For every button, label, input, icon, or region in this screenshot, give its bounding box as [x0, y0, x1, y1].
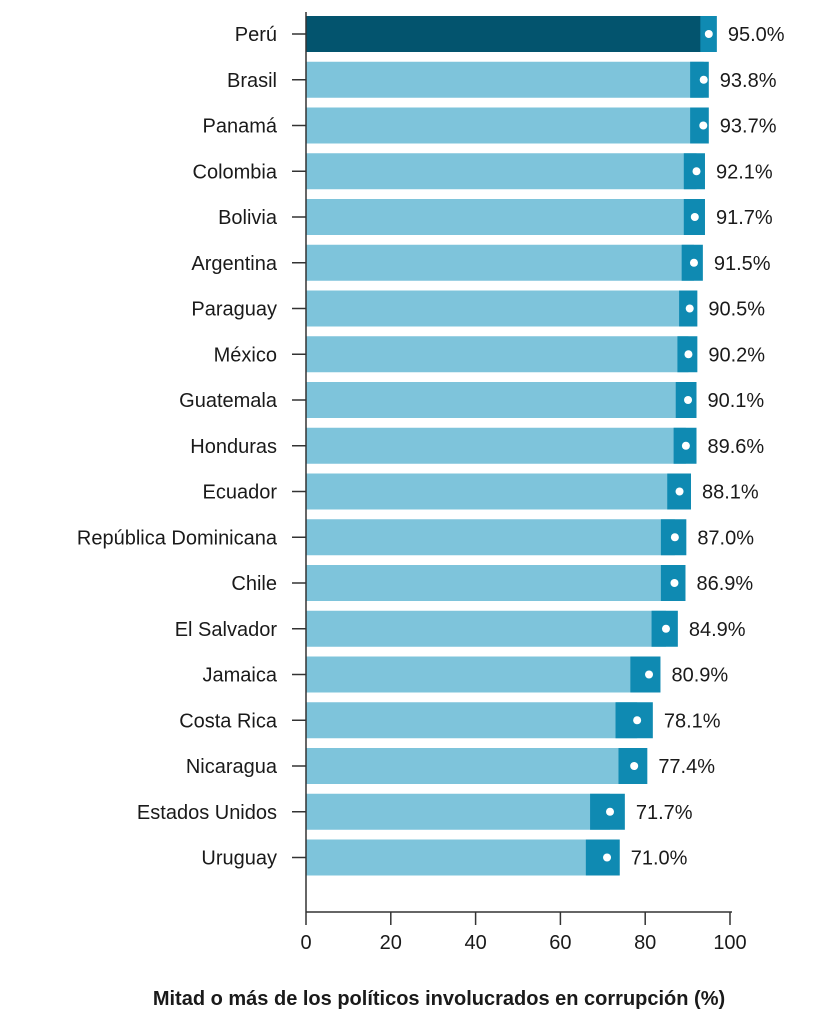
- y-tick-label: Estados Unidos: [137, 802, 277, 824]
- x-tick-label: 0: [300, 932, 311, 954]
- point-estimate-dot: [704, 30, 713, 38]
- bar: [306, 199, 695, 235]
- bar: [306, 153, 697, 190]
- bar: [306, 16, 709, 52]
- bar: [306, 610, 666, 647]
- y-tick-label: Uruguay: [201, 848, 277, 870]
- y-tick-label: Argentina: [191, 253, 277, 275]
- x-tick-label: 60: [549, 932, 571, 954]
- data-label: 92.1%: [716, 161, 773, 183]
- bar: [306, 336, 689, 373]
- bars-group: [306, 16, 717, 876]
- bar: [306, 382, 689, 418]
- point-estimate-dot: [670, 533, 679, 542]
- x-tick-label: 80: [634, 932, 656, 954]
- bar: [306, 839, 608, 876]
- data-label: 84.9%: [689, 619, 746, 641]
- x-tick-label: 40: [464, 932, 486, 954]
- data-label: 93.7%: [720, 116, 777, 138]
- data-label: 95.0%: [728, 24, 785, 46]
- bar: [306, 519, 675, 556]
- point-estimate-dot: [633, 716, 642, 725]
- point-estimate-dot: [606, 807, 615, 816]
- point-estimate-dot: [645, 670, 654, 679]
- point-estimate-dot: [699, 121, 708, 130]
- data-label: 88.1%: [702, 482, 759, 504]
- point-estimate-dot: [684, 350, 693, 359]
- y-tick-label: Costa Rica: [179, 710, 278, 732]
- bar: [306, 473, 680, 510]
- data-label: 90.2%: [708, 344, 765, 366]
- data-label: 78.1%: [664, 710, 721, 732]
- data-label: 77.4%: [658, 756, 715, 778]
- y-tick-label: El Salvador: [175, 619, 278, 641]
- x-tick-label: 100: [713, 932, 746, 954]
- bar: [306, 290, 690, 327]
- point-estimate-dot: [681, 441, 690, 450]
- data-label: 87.0%: [697, 527, 754, 549]
- data-label: 93.8%: [720, 70, 777, 92]
- bar: [306, 656, 650, 693]
- y-tick-label: Nicaragua: [186, 756, 278, 778]
- ci-box: [585, 839, 620, 876]
- bar: [306, 748, 635, 784]
- x-axis-title: Mitad o más de los políticos involucrado…: [153, 988, 725, 1010]
- bar: [306, 702, 638, 739]
- y-tick-label: México: [214, 344, 277, 366]
- data-label: 89.6%: [708, 436, 765, 458]
- data-label: 90.5%: [708, 299, 765, 321]
- data-label: 80.9%: [671, 665, 728, 687]
- point-estimate-dot: [685, 304, 694, 313]
- y-tick-label: Ecuador: [203, 482, 278, 504]
- labels-group: Perú 95.0% Brasil 93.8% Panamá 93.7% Colombia 9…: [77, 24, 785, 870]
- ci-box: [690, 61, 709, 98]
- bar: [306, 244, 694, 281]
- point-estimate-dot: [699, 75, 708, 84]
- bar: [306, 107, 704, 144]
- y-tick-label: Chile: [231, 573, 277, 595]
- y-tick-label: Jamaica: [203, 665, 278, 687]
- data-label: 71.0%: [631, 848, 688, 870]
- y-tick-label: Guatemala: [179, 390, 278, 412]
- bar: [306, 427, 686, 464]
- y-tick-label: Paraguay: [191, 299, 277, 321]
- bar: [306, 793, 611, 830]
- point-estimate-dot: [675, 487, 684, 496]
- y-tick-label: Colombia: [193, 161, 278, 183]
- point-estimate-dot: [692, 167, 701, 176]
- point-estimate-dot: [684, 396, 693, 404]
- y-tick-label: Brasil: [227, 70, 277, 92]
- point-estimate-dot: [690, 213, 699, 221]
- y-tick-label: Honduras: [190, 436, 277, 458]
- y-tick-label: República Dominicana: [77, 527, 278, 549]
- y-tick-label: Bolivia: [218, 207, 278, 229]
- axes-group: 0 20 40 60 80 100: [292, 12, 747, 954]
- y-tick-label: Perú: [235, 24, 277, 46]
- data-label: 86.9%: [696, 573, 753, 595]
- data-label: 91.7%: [716, 207, 773, 229]
- point-estimate-dot: [661, 624, 670, 633]
- data-label: 91.5%: [714, 253, 771, 275]
- data-label: 71.7%: [636, 802, 693, 824]
- data-label: 90.1%: [708, 390, 765, 412]
- point-estimate-dot: [603, 853, 612, 862]
- point-estimate-dot: [630, 762, 639, 770]
- bar: [306, 565, 675, 601]
- x-tick-label: 20: [380, 932, 402, 954]
- point-estimate-dot: [689, 258, 698, 267]
- bar: [306, 61, 704, 98]
- point-estimate-dot: [670, 579, 679, 587]
- y-tick-label: Panamá: [203, 116, 278, 138]
